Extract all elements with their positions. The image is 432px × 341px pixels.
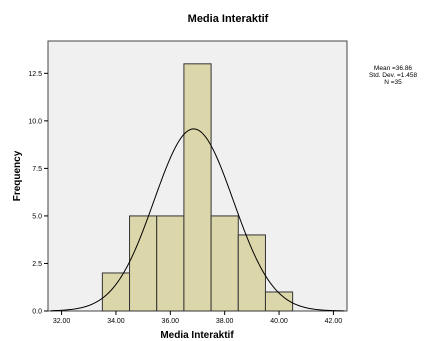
y-tick-label-1: 2.5	[32, 261, 42, 268]
histogram-bar-1	[129, 215, 158, 312]
chart-title: Media Interaktif	[188, 13, 269, 25]
y-tick-label-4: 10.0	[28, 118, 42, 125]
stats-std-dev: Std. Dev. =1.458	[369, 72, 418, 79]
normal-curve	[50, 128, 345, 312]
y-axis: 0.0 2.5 5.0 7.5 10.0 12.5	[28, 71, 48, 316]
x-tick-label-1: 34.00	[107, 318, 125, 325]
x-tick-label-4: 40.00	[270, 318, 288, 325]
stats-n: N =35	[384, 79, 402, 86]
x-axis: 32.00 34.00 36.00 38.00 40.00 42.00	[53, 311, 342, 325]
x-tick-label-0: 32.00	[53, 318, 71, 325]
x-tick-label-2: 36.00	[162, 318, 180, 325]
y-tick-label-0: 0.0	[32, 309, 42, 316]
stats-mean: Mean =36.86	[374, 65, 413, 72]
histogram-bar-3	[183, 63, 212, 312]
histogram-bar-4	[210, 215, 239, 312]
histogram-bar-0	[101, 272, 131, 312]
histogram-bar-6	[264, 291, 294, 312]
histogram-bar-2	[156, 215, 185, 312]
histogram-bar-5	[237, 234, 266, 312]
y-tick-label-3: 7.5	[32, 166, 42, 173]
y-tick-label-5: 12.5	[28, 71, 42, 78]
bars-group	[101, 63, 294, 312]
y-axis-label: Frequency	[12, 150, 23, 201]
stats-box: Mean =36.86 Std. Dev. =1.458 N =35	[369, 65, 418, 86]
x-tick-label-5: 42.00	[325, 318, 343, 325]
y-tick-label-2: 5.0	[32, 213, 42, 220]
x-tick-label-3: 38.00	[216, 318, 234, 325]
x-axis-label: Media Interaktif	[160, 330, 234, 341]
